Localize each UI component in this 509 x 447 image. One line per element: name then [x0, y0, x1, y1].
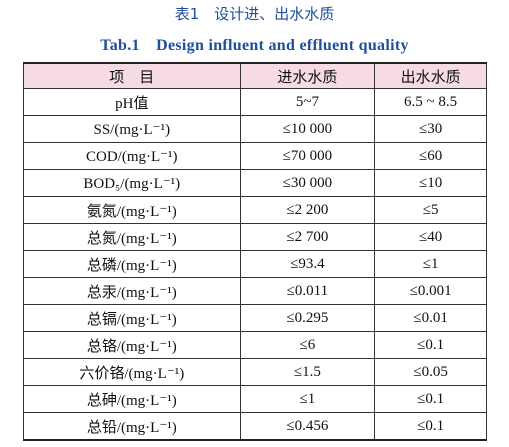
table-cell: ≤0.1 [374, 331, 487, 359]
table-cell: 六价铬/(mg·L⁻¹) [23, 358, 241, 386]
table-cell: ≤0.295 [239, 304, 376, 332]
table-row: pH值 5~7 6.5 ~ 8.5 [23, 88, 487, 116]
table-cell: 总铬/(mg·L⁻¹) [23, 331, 241, 359]
table-cell: ≤6 [239, 331, 376, 359]
table-cell: 总氮/(mg·L⁻¹) [23, 223, 241, 251]
table-cell: 氨氮/(mg·L⁻¹) [23, 196, 241, 224]
table-row: 总铬/(mg·L⁻¹) ≤6 ≤0.1 [23, 331, 487, 359]
header-row: 项 目进水水质 出水水质 [23, 62, 487, 89]
table-row: 总磷/(mg·L⁻¹) ≤93.4 ≤1 [23, 250, 487, 278]
table-row: 总砷/(mg·L⁻¹) ≤1 ≤0.1 [23, 385, 487, 413]
table-body: 项 目进水水质 出水水质 pH值 5~7 6.5 ~ 8.5 SS/(mg·L⁻¹) ≤10… [23, 62, 487, 441]
table-cell: ≤5 [374, 196, 487, 224]
table-cell: ≤1 [374, 250, 487, 278]
table-cell: ≤30 000 [239, 169, 376, 197]
data-table: 项 目进水水质 出水水质 pH值 5~7 6.5 ~ 8.5 SS/(mg·L⁻¹) ≤10… [23, 62, 487, 441]
table-cell: ≤70 000 [239, 142, 376, 170]
table-cell: 6.5 ~ 8.5 [374, 88, 487, 116]
table-row: COD/(mg·L⁻¹) ≤70 000 ≤60 [23, 142, 487, 170]
table-cell: BOD₅/(mg·L⁻¹) [23, 169, 241, 197]
header-cell: 出水水质 [374, 62, 487, 89]
table-title: 表1 设计进、出水水质 [174, 5, 335, 23]
table-cell: ≤60 [374, 142, 487, 170]
header-cell: 项 目 [23, 62, 241, 89]
table-cell: ≤0.011 [239, 277, 376, 305]
table-cell: 5~7 [239, 88, 376, 116]
table-cell: 总磷/(mg·L⁻¹) [23, 250, 241, 278]
table-row: BOD₅/(mg·L⁻¹) ≤30 000 ≤10 [23, 169, 487, 197]
table-row: 氨氮/(mg·L⁻¹) ≤2 200 ≤5 [23, 196, 487, 224]
table-cell: ≤0.1 [374, 412, 487, 441]
table-row: SS/(mg·L⁻¹) ≤10 000 ≤30 [23, 115, 487, 143]
table-cell: ≤2 200 [239, 196, 376, 224]
table-cell: SS/(mg·L⁻¹) [23, 115, 241, 143]
table-row: 总汞/(mg·L⁻¹) ≤0.011 ≤0.001 [23, 277, 487, 305]
table-cell: ≤1.5 [239, 358, 376, 386]
table-cell: 总铅/(mg·L⁻¹) [23, 412, 241, 441]
table-cell: ≤0.05 [374, 358, 487, 386]
table-cell: 总汞/(mg·L⁻¹) [23, 277, 241, 305]
table-cell: ≤0.1 [374, 385, 487, 413]
table-row: 总铅/(mg·L⁻¹) ≤0.456 ≤0.1 [23, 412, 487, 441]
table-row: 六价铬/(mg·L⁻¹) ≤1.5 ≤0.05 [23, 358, 487, 386]
table-cell: pH值 [23, 88, 241, 116]
table-cell: ≤93.4 [239, 250, 376, 278]
header-cell: 进水水质 [239, 62, 376, 89]
table-cell: ≤10 000 [239, 115, 376, 143]
table-cell: ≤0.01 [374, 304, 487, 332]
table-cell: ≤40 [374, 223, 487, 251]
table-cell: ≤1 [239, 385, 376, 413]
table-row: 总镉/(mg·L⁻¹) ≤0.295 ≤0.01 [23, 304, 487, 332]
table-cell: ≤0.456 [239, 412, 376, 441]
table-cell: ≤30 [374, 115, 487, 143]
table-subtitle: Tab.1 Design influent and effluent quali… [100, 37, 409, 54]
table-cell: COD/(mg·L⁻¹) [23, 142, 241, 170]
table-cell: 总镉/(mg·L⁻¹) [23, 304, 241, 332]
table-row: 总氮/(mg·L⁻¹) ≤2 700 ≤40 [23, 223, 487, 251]
table-cell: ≤0.001 [374, 277, 487, 305]
table-cell: ≤2 700 [239, 223, 376, 251]
table-cell: ≤10 [374, 169, 487, 197]
table-cell: 总砷/(mg·L⁻¹) [23, 385, 241, 413]
